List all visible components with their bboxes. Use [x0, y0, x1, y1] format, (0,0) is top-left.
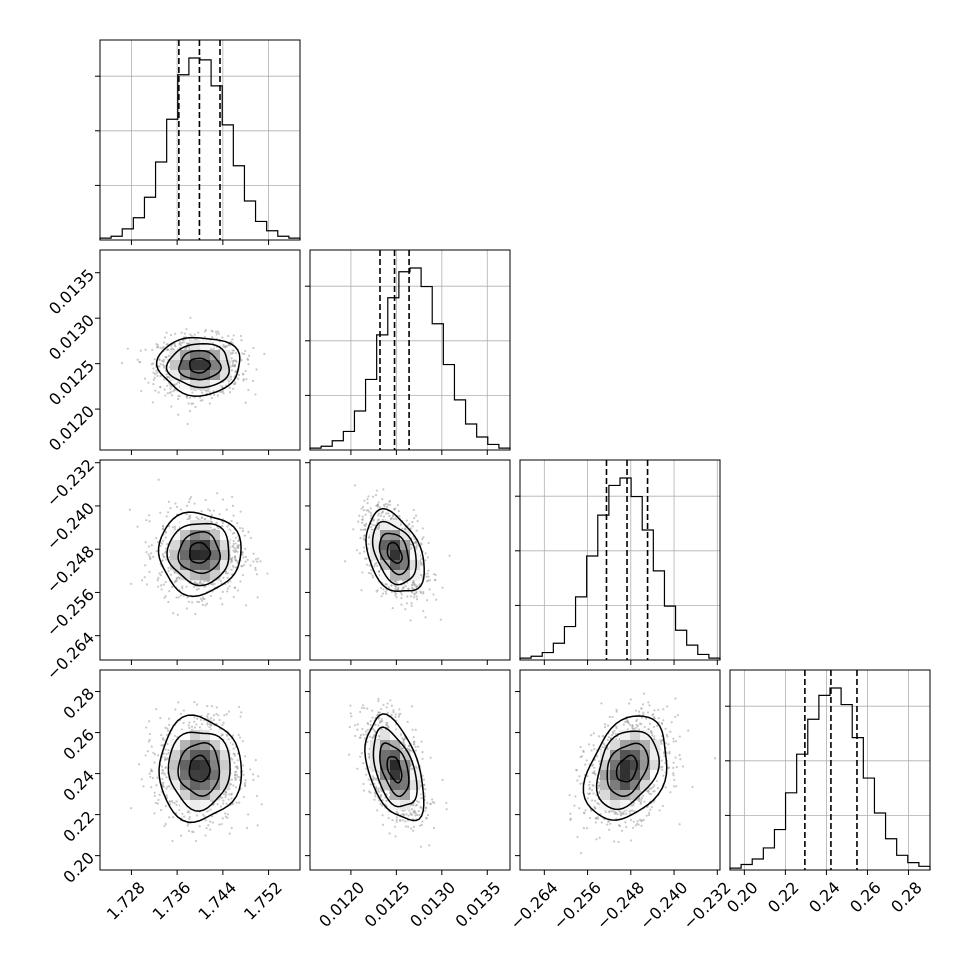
contour-2 [178, 349, 222, 381]
x-tick-label: 0.20 [723, 878, 762, 917]
y-tick-label: 0.0125 [45, 356, 98, 409]
hist-grid-4 [730, 670, 930, 870]
panel-frame-4-2 [309, 669, 511, 871]
density-panel-3-2 [344, 484, 451, 622]
panel-frame-4-3 [519, 669, 721, 871]
density-panel-4-2 [348, 697, 448, 848]
contour-4 [157, 511, 242, 598]
panel-frame-4-1 [99, 669, 301, 871]
y-tick-label: 0.26 [59, 725, 98, 764]
contour-4 [364, 713, 425, 822]
density-panel-4-1 [130, 700, 263, 843]
histogram-3 [519, 477, 721, 660]
density-panel-3-1 [128, 478, 269, 616]
y-tick-label: 0.0120 [45, 402, 98, 455]
contour-4 [155, 336, 241, 397]
x-tick-label: 0.28 [887, 878, 926, 917]
contour-4 [365, 507, 425, 592]
contour-2 [177, 742, 221, 797]
y-tick-label: 0.20 [59, 848, 98, 887]
panel-frame-2-1 [99, 249, 301, 451]
x-tick-label: 1.728 [103, 878, 149, 924]
y-tick-label: 0.28 [59, 684, 98, 723]
x-tick-label: 0.22 [764, 878, 803, 917]
x-tick-label: 1.752 [240, 878, 286, 924]
panel-frame-3-2 [309, 459, 511, 661]
contour-3 [372, 726, 418, 808]
contour-3 [166, 522, 230, 587]
hist-panel-4 [729, 669, 931, 871]
density-panel-4-3 [568, 692, 717, 855]
x-tick-label: 0.0130 [406, 878, 459, 931]
x-tick-label: 1.736 [149, 878, 195, 924]
contour-3 [165, 342, 230, 389]
contour-2 [177, 531, 221, 575]
y-tick-label: −0.232 [43, 455, 98, 510]
contour-1 [188, 357, 212, 374]
contour-1 [615, 754, 638, 783]
contour-4 [582, 715, 668, 821]
panel-frame-3-1 [99, 459, 301, 661]
y-tick-label: 0.24 [59, 766, 98, 805]
contour-1 [386, 755, 403, 784]
contour-3 [595, 730, 661, 811]
y-tick-label: 0.0135 [45, 265, 98, 318]
contour-2 [378, 532, 410, 576]
x-tick-label: 1.744 [194, 878, 240, 924]
contour-1 [188, 541, 212, 564]
x-tick-label: 0.0135 [452, 878, 505, 931]
contour-1 [188, 754, 211, 783]
contour-2 [379, 742, 410, 798]
x-tick-label: 0.0125 [361, 878, 414, 931]
contour-4 [158, 714, 243, 823]
hist-grid-3 [520, 460, 720, 660]
x-tick-label: 0.24 [805, 878, 844, 917]
y-tick-label: 0.22 [59, 807, 98, 846]
histogram-4 [729, 687, 931, 870]
contour-3 [167, 731, 231, 812]
y-tick-label: 0.0130 [45, 311, 98, 364]
hist-panel-3 [519, 459, 721, 661]
x-tick-label: 0.0120 [315, 878, 368, 931]
contour-1 [386, 541, 403, 565]
x-tick-label: 0.26 [846, 878, 885, 917]
hist-grid-2 [310, 250, 510, 450]
density-panel-2-1 [120, 316, 266, 426]
histogram-2 [309, 267, 511, 450]
contour-3 [371, 520, 417, 586]
hist-panel-1 [99, 39, 301, 241]
hist-panel-2 [309, 249, 511, 451]
contour-2 [606, 742, 650, 798]
